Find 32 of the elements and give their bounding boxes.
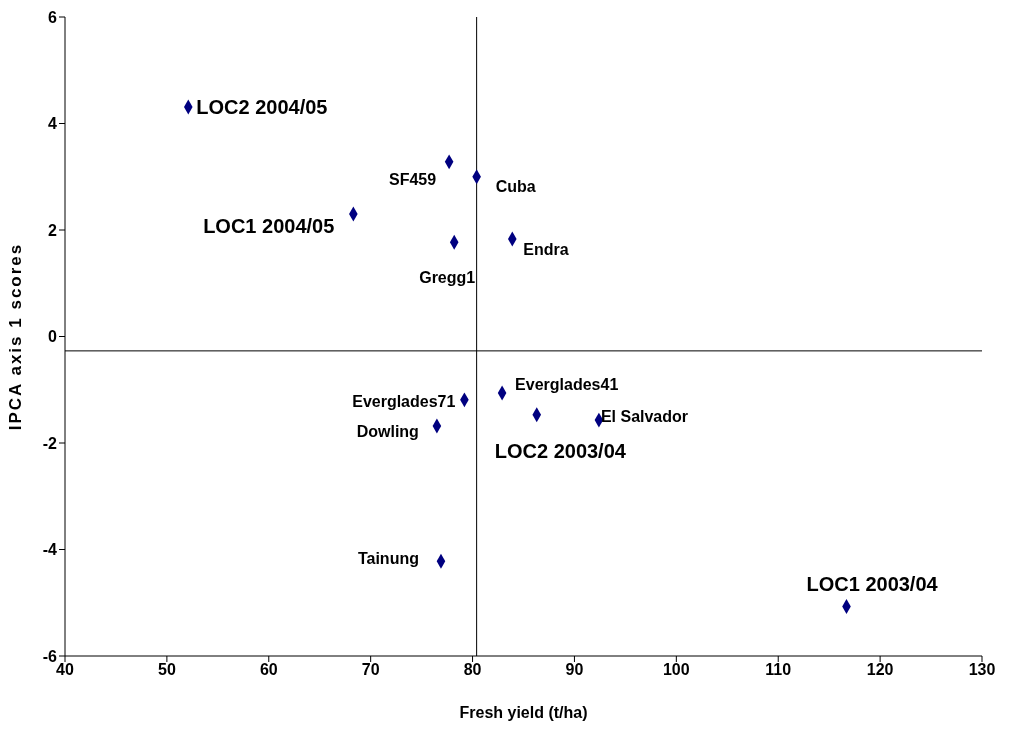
x-tick-label: 90 bbox=[565, 661, 584, 679]
data-label: LOC2 2003/04 bbox=[494, 439, 627, 462]
x-tick-label: 50 bbox=[157, 661, 176, 679]
data-label: LOC1 2003/04 bbox=[806, 573, 939, 596]
data-label: Gregg1 bbox=[419, 269, 476, 287]
x-tick-label: 60 bbox=[259, 661, 278, 679]
x-tick-label: 70 bbox=[361, 661, 380, 679]
y-tick-label: -4 bbox=[42, 541, 58, 559]
data-label: LOC1 2004/05 bbox=[203, 215, 335, 238]
data-label: SF459 bbox=[388, 170, 437, 188]
x-tick-label: 110 bbox=[765, 661, 792, 679]
x-axis-title: Fresh yield (t/ha) bbox=[459, 704, 588, 721]
data-label: Cuba bbox=[495, 177, 536, 195]
data-label: El Salvador bbox=[600, 408, 689, 426]
x-tick-label: 120 bbox=[866, 661, 894, 679]
x-tick-label: 100 bbox=[662, 661, 690, 679]
x-tick-label: 80 bbox=[463, 661, 482, 679]
y-tick-label: 2 bbox=[48, 221, 58, 239]
y-tick-label: 6 bbox=[48, 8, 58, 26]
x-tick-label: 40 bbox=[56, 661, 74, 679]
data-label: Everglades71 bbox=[352, 392, 456, 410]
data-label: Endra bbox=[523, 241, 569, 259]
y-tick-label: -2 bbox=[42, 434, 58, 452]
y-tick-label: 4 bbox=[48, 115, 58, 133]
data-label: Tainung bbox=[357, 550, 419, 568]
data-label: Dowling bbox=[356, 422, 419, 440]
data-label: Everglades41 bbox=[515, 375, 619, 393]
data-label: LOC2 2004/05 bbox=[196, 95, 328, 118]
y-tick-label: 0 bbox=[48, 328, 58, 346]
y-axis-title: IPCA axis 1 scores bbox=[6, 242, 26, 431]
x-tick-label: 130 bbox=[968, 661, 996, 679]
y-tick-label: -6 bbox=[42, 647, 58, 665]
